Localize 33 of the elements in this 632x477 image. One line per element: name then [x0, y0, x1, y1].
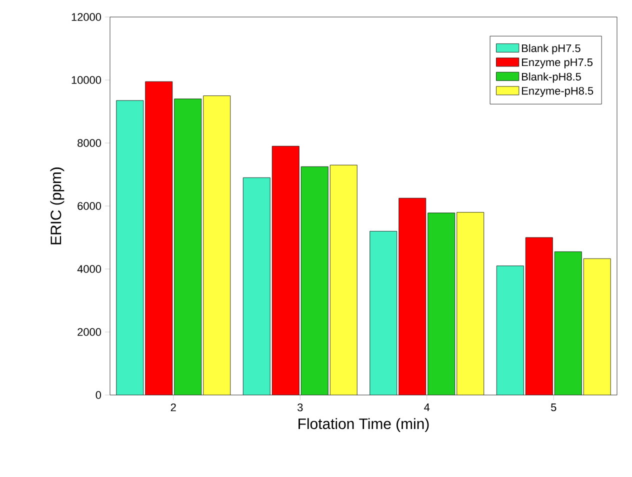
x-tick-label: 4 — [424, 404, 430, 412]
legend-label: Blank-pH8.5 — [522, 72, 581, 83]
legend-label: Enzyme pH7.5 — [522, 58, 593, 68]
x-tick-label: 2 — [170, 404, 176, 412]
x-axis-title: Flotation Time (min) — [298, 418, 429, 432]
bar — [525, 237, 553, 395]
bar — [203, 96, 230, 395]
bar — [583, 258, 611, 395]
bar — [496, 266, 524, 395]
y-tick-label: 2000 — [78, 328, 102, 336]
y-tick-label: 10000 — [72, 76, 102, 84]
y-tick-label: 6000 — [78, 202, 102, 210]
bar — [272, 146, 300, 395]
legend-label: Blank pH7.5 — [522, 44, 580, 54]
bar — [301, 166, 328, 395]
bar — [145, 82, 172, 395]
bar — [174, 98, 202, 395]
x-tick-label: 3 — [298, 404, 303, 412]
y-tick-label: 8000 — [78, 139, 102, 147]
legend-label: Enzyme-pH8.5 — [522, 86, 594, 97]
bar — [116, 100, 144, 395]
y-tick-label: 4000 — [77, 265, 102, 273]
bar — [428, 212, 455, 395]
bar — [330, 165, 358, 395]
bar — [398, 198, 426, 395]
x-tick-label: 5 — [551, 404, 556, 412]
bar — [243, 178, 270, 395]
bar — [370, 231, 397, 395]
y-tick-label: 0 — [96, 391, 102, 399]
bar — [456, 212, 484, 395]
y-axis-title: ERIC (ppm) — [50, 168, 64, 244]
y-tick-label: 12000 — [72, 13, 102, 21]
bar — [554, 251, 582, 395]
